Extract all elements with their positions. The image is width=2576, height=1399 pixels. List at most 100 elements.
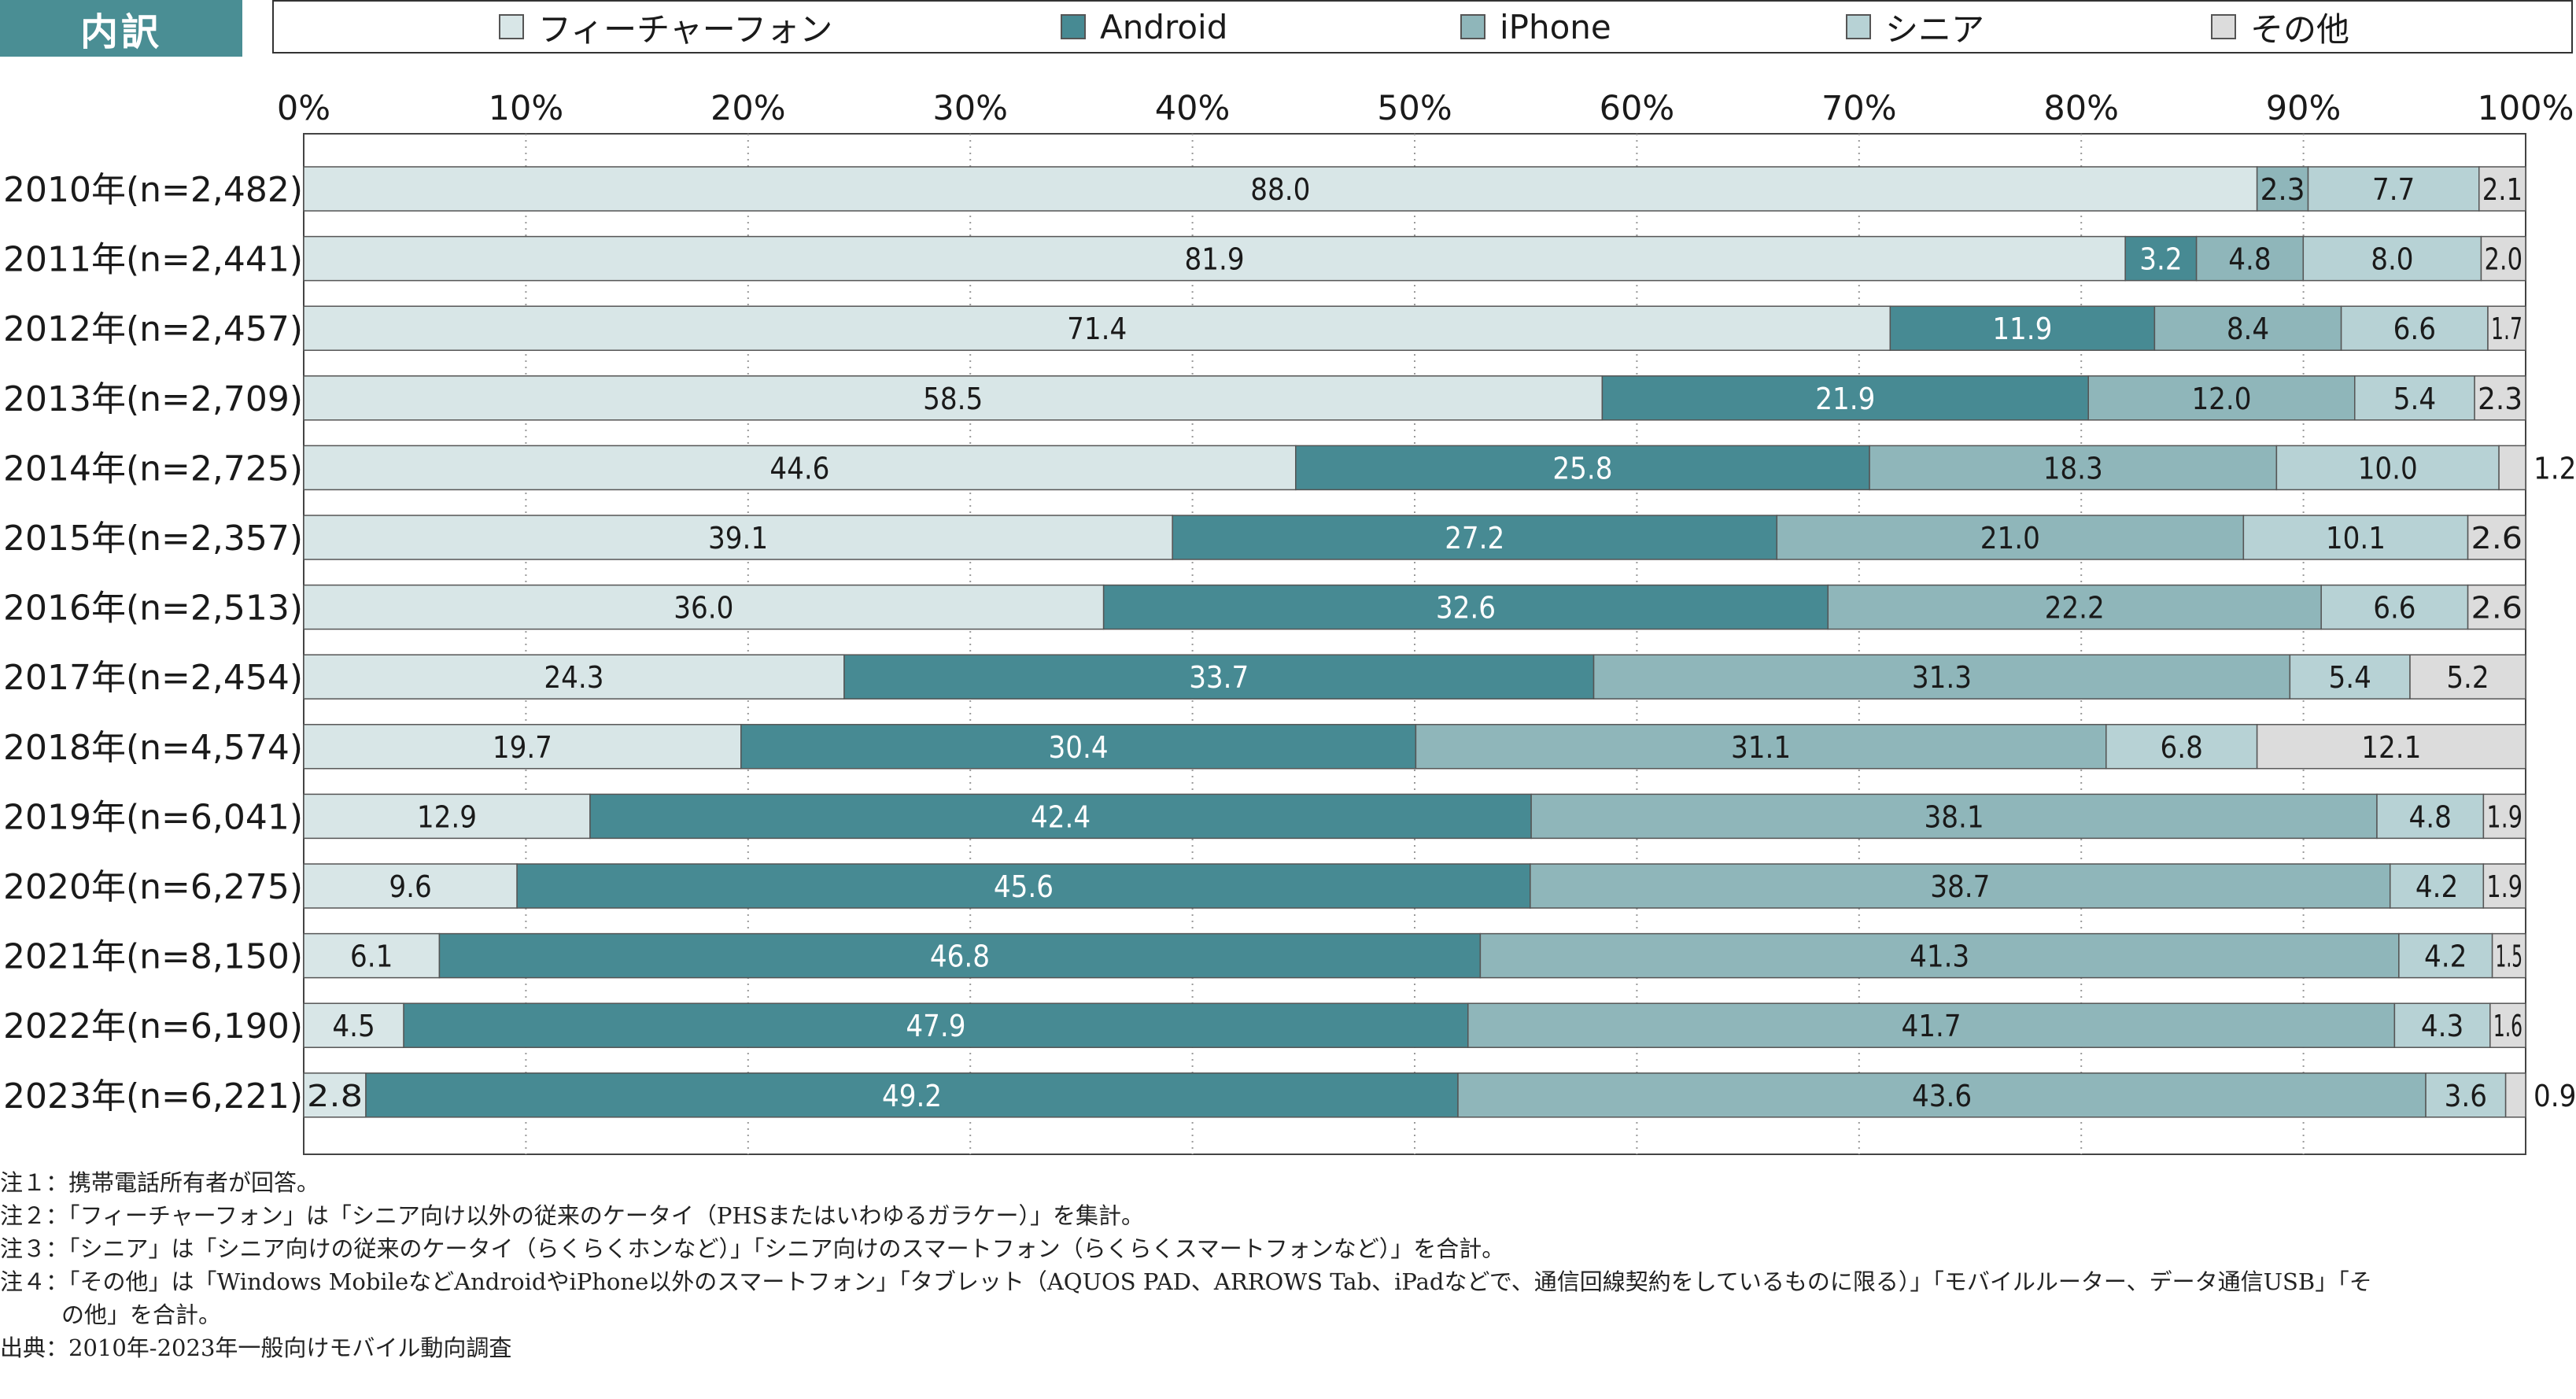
data-label: 2.6	[2471, 591, 2522, 626]
bar-segment	[2489, 1002, 2526, 1048]
note-2: 注２：「フィーチャーフォン」は「シニア向け以外の従来のケータイ（PHSまたはいわ…	[0, 1202, 1145, 1229]
category-label: 2013年(n=2,709)	[3, 379, 303, 419]
bar-segment	[2467, 515, 2526, 560]
data-label: 88.0	[1250, 172, 1310, 207]
legend-label-other: その他	[2250, 9, 2350, 49]
x-tick-label: 30%	[932, 89, 1008, 128]
data-label: 8.0	[2371, 242, 2413, 277]
bar-segment	[303, 305, 1891, 351]
data-label: 0.9	[2534, 1079, 2576, 1113]
legend-item-feature-phone: フィーチャーフォン	[499, 2, 832, 52]
category-label: 2019年(n=6,041)	[3, 797, 303, 837]
bar-segment	[303, 235, 2126, 282]
x-tick-label: 10%	[489, 89, 564, 128]
data-label: 5.4	[2329, 660, 2371, 695]
bar-segment	[2376, 793, 2485, 840]
data-label: 1.6	[2493, 1009, 2522, 1043]
bar-segment	[438, 932, 1482, 979]
data-label: 8.4	[2227, 312, 2269, 346]
data-label: 12.0	[2191, 382, 2251, 416]
x-tick-label: 0%	[277, 89, 330, 128]
bar-segment	[1889, 305, 2156, 351]
category-label: 2011年(n=2,441)	[3, 240, 303, 280]
data-label: 22.2	[2045, 591, 2105, 626]
data-label: 58.5	[923, 382, 983, 416]
data-label: 3.2	[2139, 242, 2182, 277]
bar-segment	[1415, 724, 2107, 770]
section-tag: 内訳	[0, 0, 242, 57]
legend-label-feature-phone: フィーチャーフォン	[538, 9, 833, 49]
data-label: 32.6	[1436, 591, 1496, 626]
legend-label-iphone: iPhone	[1500, 7, 1611, 46]
bar-segment	[2340, 305, 2489, 351]
data-label: 30.4	[1049, 730, 1109, 765]
note-4: 注４：「その他」は「Windows MobileなどAndroidやiPhone…	[0, 1268, 2372, 1295]
legend-swatch-senior	[1846, 14, 1871, 39]
category-label: 2015年(n=2,357)	[3, 519, 303, 559]
data-label: 6.8	[2161, 730, 2203, 765]
data-label: 2.6	[2471, 521, 2522, 556]
bar-segment	[303, 584, 1105, 630]
bar-segment	[1592, 654, 2291, 700]
category-label: 2016年(n=2,513)	[3, 589, 303, 629]
data-label: 4.2	[2415, 869, 2458, 904]
x-tick-label: 60%	[1600, 89, 1675, 128]
note-3: 注３：「シニア」は「シニア向けの従来のケータイ（らくらくホンなど）」「シニア向け…	[0, 1235, 1505, 1262]
data-label: 1.2	[2534, 451, 2576, 485]
data-label: 27.2	[1445, 521, 1504, 556]
bar-segment	[403, 1002, 1469, 1048]
bar-segment	[303, 375, 1604, 421]
legend-swatch-android	[1061, 14, 1086, 39]
data-label: 18.3	[2043, 451, 2103, 485]
category-label: 2014年(n=2,725)	[3, 448, 303, 489]
bar-segment	[1530, 793, 2378, 840]
data-label: 71.4	[1067, 312, 1127, 346]
bar-segment	[2482, 793, 2526, 840]
bar-segment	[2482, 863, 2526, 909]
bar-segment	[1827, 584, 2322, 630]
footnotes: 注１：携帯電話所有者が回答。 注２：「フィーチャーフォン」は「シニア向け以外の従…	[0, 1166, 2576, 1364]
source-note: 出典：2010年-2023年一般向けモバイル動向調査	[0, 1334, 512, 1361]
data-label: 38.1	[1924, 799, 1984, 834]
data-label: 9.6	[389, 869, 431, 904]
data-label: 31.3	[1912, 660, 1972, 695]
legend-label-senior: シニア	[1885, 9, 1985, 49]
x-tick-label: 80%	[2043, 89, 2119, 128]
data-label: 5.2	[2446, 660, 2489, 695]
data-label: 31.1	[1731, 730, 1791, 765]
x-tick-label: 20%	[710, 89, 786, 128]
data-label: 2.0	[2484, 242, 2522, 277]
bar-segment	[1530, 863, 2391, 909]
bar-segment	[1869, 445, 2278, 491]
data-label: 47.9	[906, 1009, 965, 1043]
category-label: 2018年(n=4,574)	[3, 728, 303, 768]
data-label: 2.3	[2478, 382, 2522, 416]
legend-item-android: Android	[1061, 2, 1227, 52]
bar-segment	[2409, 654, 2526, 700]
bar-segment	[303, 654, 845, 700]
legend-item-other: その他	[2211, 2, 2349, 52]
bar-segment	[1467, 1002, 2396, 1048]
legend-item-senior: シニア	[1846, 2, 1984, 52]
data-label: 11.9	[1992, 312, 2052, 346]
x-tick-label: 100%	[2478, 89, 2574, 128]
bar-segment	[303, 863, 518, 909]
bar-segment	[303, 724, 742, 770]
data-label: 1.5	[2496, 939, 2522, 974]
data-label: 6.6	[2393, 312, 2436, 346]
data-label: 4.5	[332, 1009, 375, 1043]
data-label: 12.1	[2361, 730, 2421, 765]
data-label: 2.3	[2260, 172, 2305, 207]
data-label: 7.7	[2372, 172, 2415, 207]
data-label: 21.0	[1980, 521, 2040, 556]
category-label: 2017年(n=2,454)	[3, 658, 303, 698]
bar-segment	[2242, 515, 2469, 560]
data-label: 41.3	[1910, 939, 1969, 974]
bar-segment	[1457, 1072, 2427, 1118]
bar-segment	[2398, 932, 2493, 979]
bar-segment	[2195, 235, 2305, 282]
data-label: 45.6	[994, 869, 1054, 904]
bar-segment	[303, 793, 591, 840]
data-label: 38.7	[1930, 869, 1990, 904]
legend-swatch-other	[2211, 14, 2236, 39]
